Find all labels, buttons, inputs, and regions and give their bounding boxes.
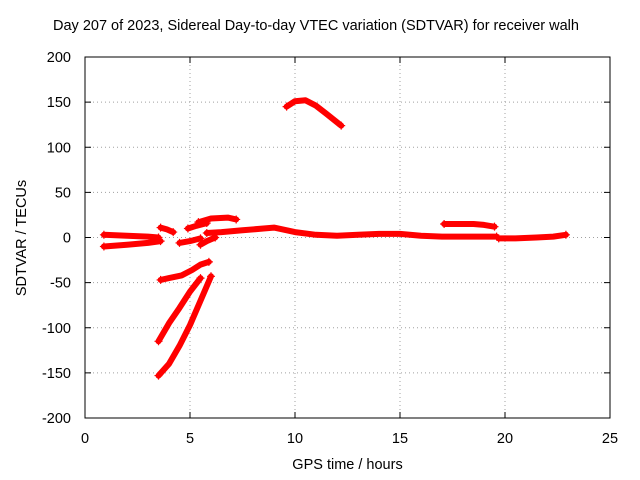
y-tick-label: -200	[42, 411, 71, 427]
series-line	[283, 97, 345, 129]
series-line	[100, 231, 162, 241]
ticks-layer: 0 5 10 15 20 25 -200 -150 -100 -50 0 50 100 150 200	[42, 50, 618, 447]
data-point	[196, 240, 205, 249]
series-line	[157, 258, 212, 283]
data-point	[99, 242, 108, 251]
series-arc-drop-c	[154, 272, 215, 380]
x-tick-label: 10	[287, 431, 303, 447]
series-arc-early-upper	[99, 230, 163, 242]
series-arc-short-d	[196, 233, 220, 249]
series-arc-baseline-main	[202, 224, 501, 241]
data-point	[494, 234, 503, 243]
data-point	[154, 337, 163, 346]
data-point	[194, 218, 203, 227]
data-point	[282, 102, 291, 111]
series-line	[100, 238, 164, 250]
series-line	[157, 224, 177, 236]
series-arc-bump	[194, 214, 241, 227]
data-point	[490, 222, 499, 231]
data-point	[204, 257, 213, 266]
series-arc-shelf	[440, 219, 499, 231]
data-point	[211, 233, 220, 242]
y-tick-label: 200	[47, 50, 71, 66]
data-layer	[99, 97, 570, 380]
data-point	[207, 272, 215, 281]
y-tick-label: -100	[42, 321, 71, 337]
x-axis-label: GPS time / hours	[292, 457, 403, 473]
data-point	[183, 224, 192, 233]
data-point	[561, 230, 570, 239]
y-tick-label: 0	[63, 231, 71, 247]
data-point	[196, 274, 205, 283]
series-line	[184, 220, 210, 232]
data-point	[154, 371, 163, 380]
data-point	[337, 121, 346, 130]
data-point	[156, 275, 165, 284]
x-tick-label: 15	[392, 431, 408, 447]
series-line	[441, 221, 498, 230]
data-point	[156, 223, 165, 232]
series-arc-high	[282, 97, 346, 130]
x-tick-label: 5	[186, 431, 194, 447]
data-point	[232, 215, 241, 224]
data-point	[175, 238, 184, 247]
y-axis-label: SDTVAR / TECUs	[14, 179, 30, 297]
series-line	[203, 224, 500, 240]
y-tick-label: -150	[42, 366, 71, 382]
series-line	[176, 235, 204, 246]
series-arc-drop-b	[154, 274, 205, 346]
series-line	[495, 231, 569, 242]
y-tick-label: 150	[47, 95, 71, 111]
y-tick-label: -50	[50, 276, 71, 292]
series-arc-early-lower	[99, 237, 165, 251]
x-tick-label: 20	[497, 431, 513, 447]
x-tick-label: 0	[81, 431, 89, 447]
x-tick-label: 25	[602, 431, 618, 447]
y-tick-label: 50	[55, 185, 71, 201]
data-point	[156, 237, 165, 246]
series-line	[155, 275, 204, 345]
series-arc-drop-a	[156, 257, 213, 284]
series-arc-short-a	[156, 223, 178, 237]
data-point	[202, 228, 211, 237]
chart-title: Day 207 of 2023, Sidereal Day-to-day VTE…	[53, 18, 579, 34]
data-point	[99, 230, 108, 239]
series-line	[195, 214, 240, 226]
data-point	[169, 228, 178, 237]
series-line	[155, 273, 214, 379]
y-tick-label: 100	[47, 140, 71, 156]
series-line	[197, 234, 219, 248]
data-point	[440, 219, 449, 228]
series-arc-baseline-late	[494, 230, 570, 243]
